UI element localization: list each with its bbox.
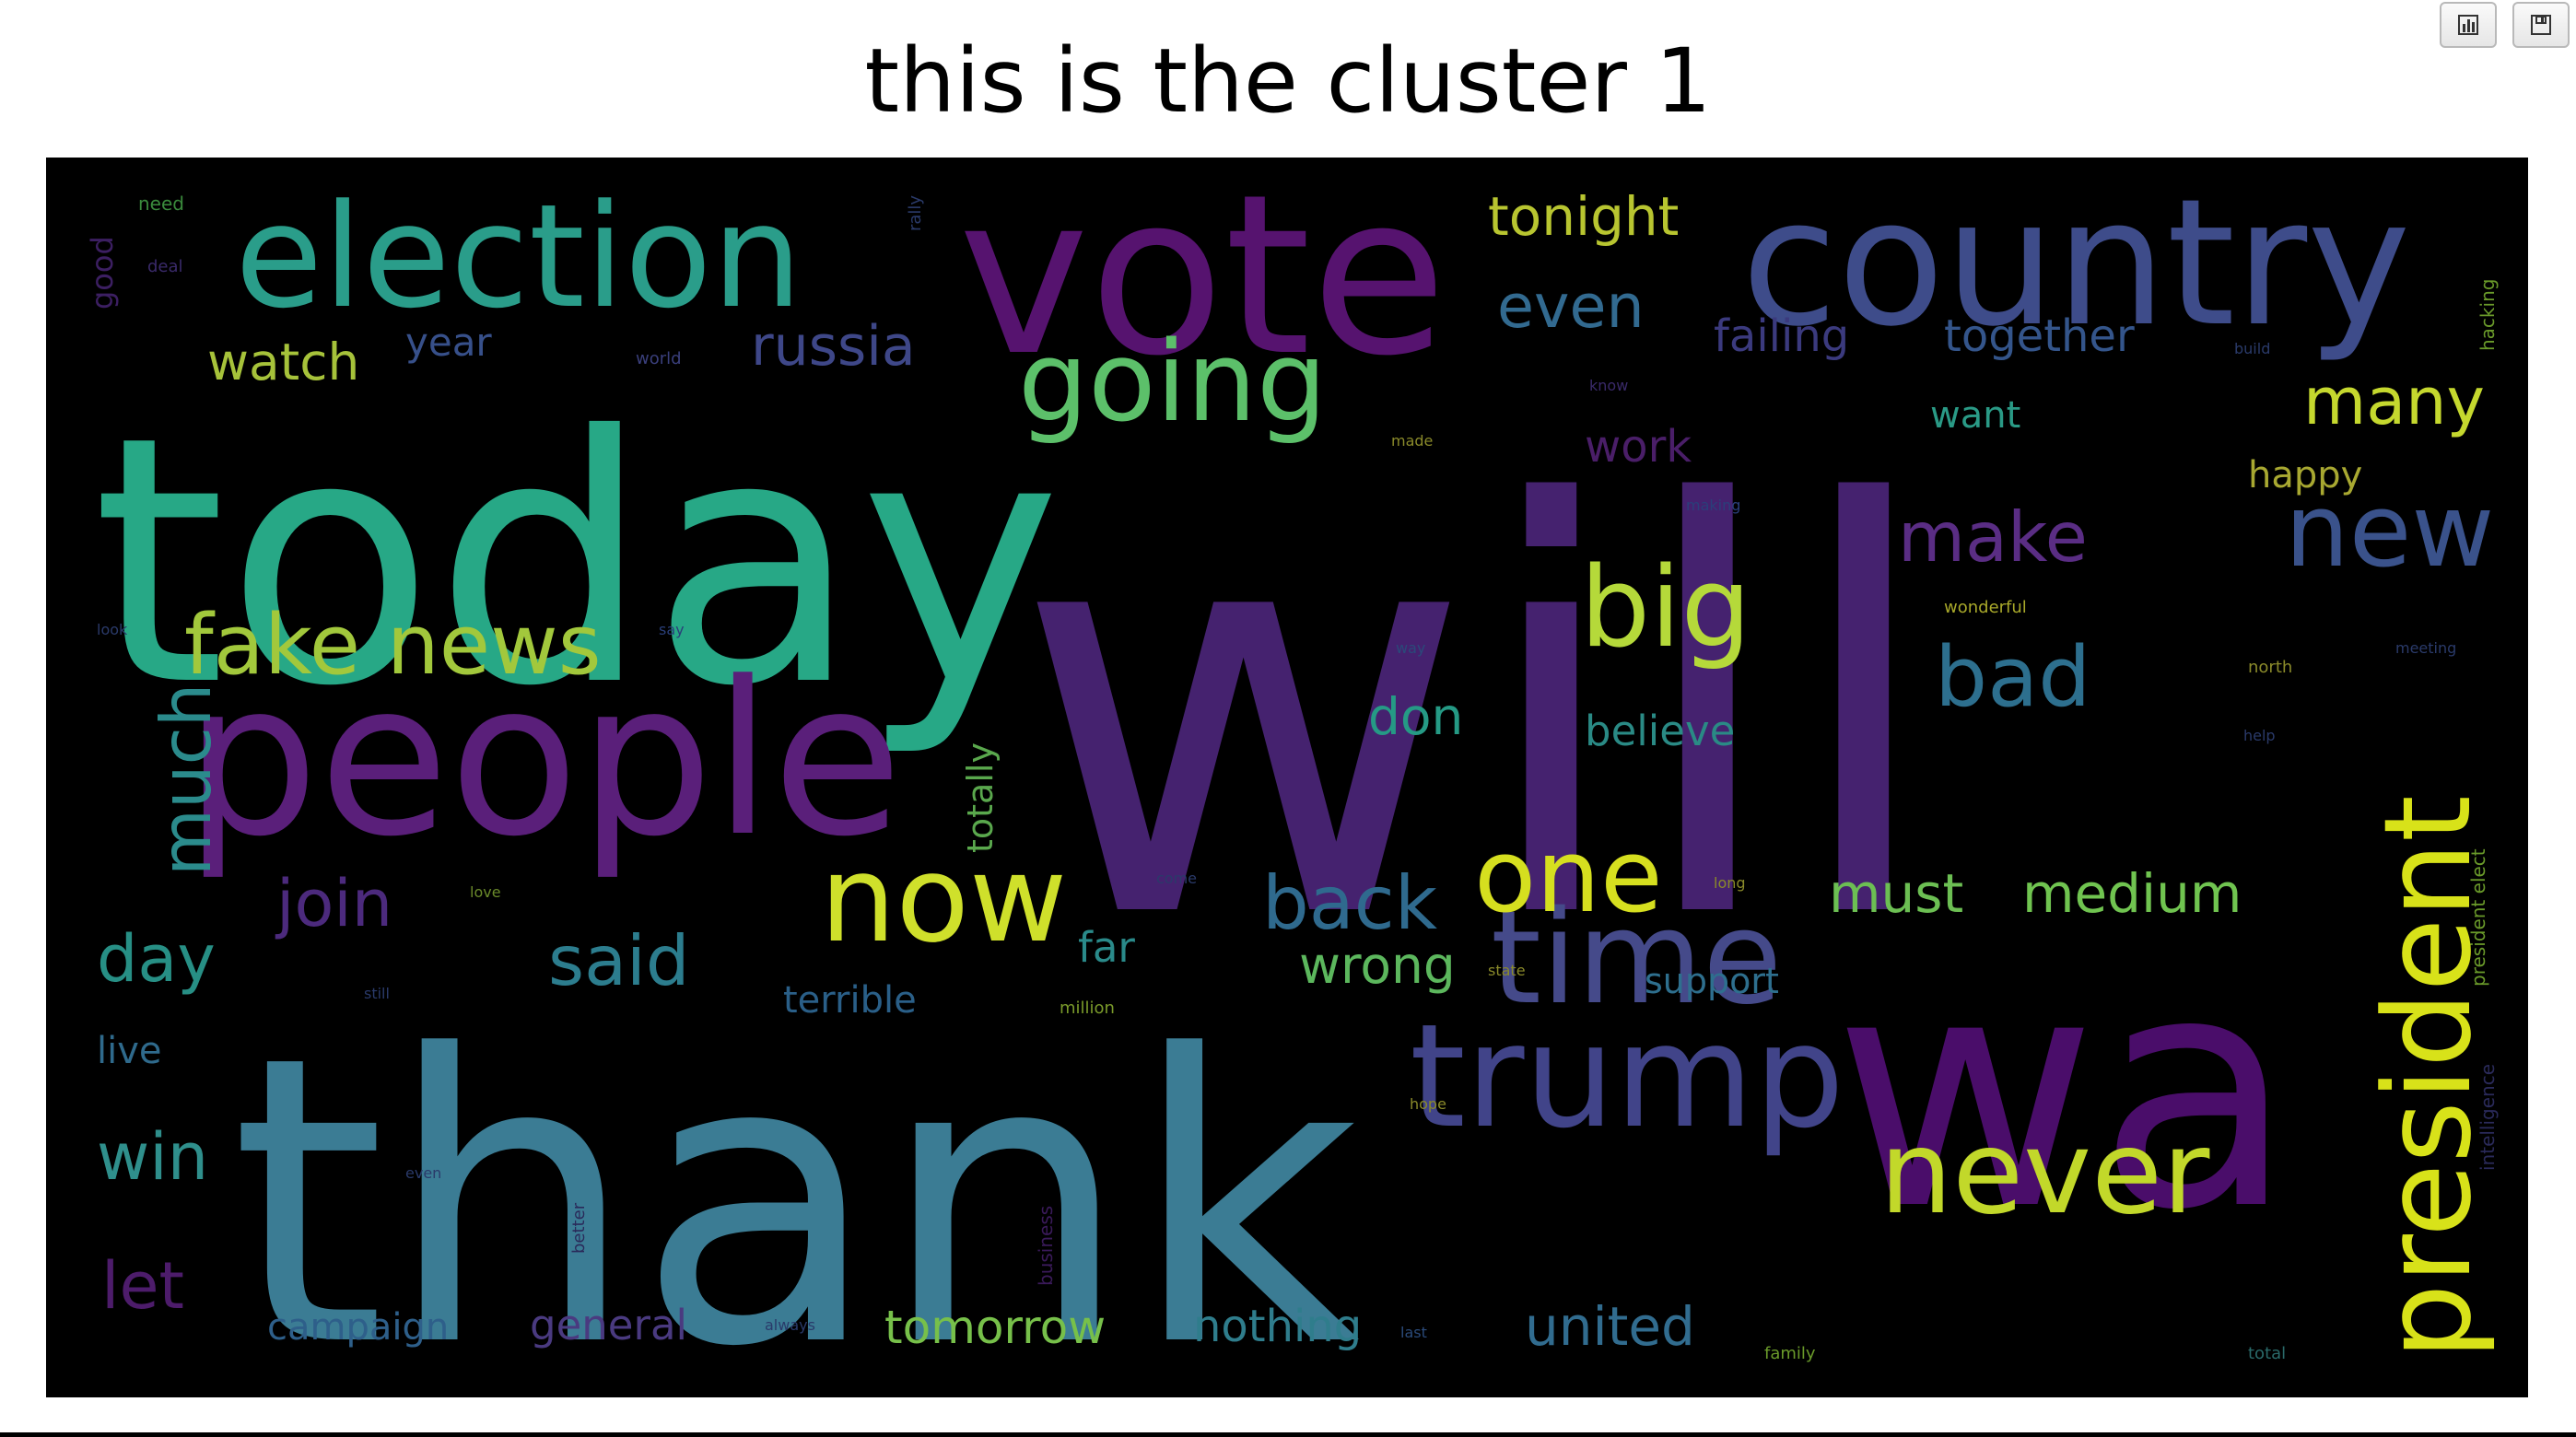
word-president-elect: president elect [2467, 848, 2489, 987]
chart-toolbar-button[interactable] [2440, 2, 2497, 48]
word-live: live [97, 1030, 162, 1072]
word-going: going [1018, 319, 1328, 447]
word-thank: thank [230, 973, 1361, 1397]
word-making: making [1686, 497, 1741, 514]
word-made: made [1391, 432, 1434, 450]
word-look: look [97, 621, 128, 638]
word-even: even [405, 1164, 442, 1182]
word-back: back [1262, 860, 1438, 946]
word-big: big [1580, 544, 1751, 672]
word-day: day [97, 921, 216, 997]
word-win: win [97, 1119, 209, 1195]
word-come: come [1156, 870, 1198, 887]
word-deal: deal [147, 257, 183, 276]
word-people: people [184, 637, 903, 883]
word-world: world [636, 349, 682, 368]
word-failing: failing [1714, 310, 1850, 362]
word-build: build [2234, 340, 2271, 357]
word-don: don [1368, 687, 1464, 746]
word-united: united [1525, 1295, 1695, 1358]
word-new: new [2285, 472, 2495, 590]
word-north: north [2248, 658, 2293, 677]
word-totally: totally [960, 742, 1001, 853]
word-terrible: terrible [783, 979, 917, 1022]
word-total: total [2248, 1344, 2287, 1363]
word-campaign: campaign [267, 1306, 450, 1349]
word-watch: watch [207, 333, 360, 391]
word-country: country [1741, 161, 2411, 365]
word-need: need [138, 193, 184, 215]
word-cloud: will thank today wa vote people country electio… [46, 158, 2528, 1397]
word-let: let [101, 1248, 184, 1324]
word-happy: happy [2248, 454, 2363, 497]
chart-title: this is the cluster 1 [864, 29, 1712, 133]
word-join: join [276, 866, 393, 941]
word-today: today [92, 365, 1062, 761]
word-meeting: meeting [2395, 639, 2457, 657]
word-general: general [530, 1301, 688, 1349]
word-tonight: tonight [1488, 185, 1680, 248]
word-million: million [1060, 999, 1115, 1018]
word-many: many [2303, 364, 2485, 439]
word-now: now [820, 829, 1068, 969]
word-believe: believe [1585, 707, 1736, 755]
word-love: love [470, 883, 501, 901]
word-family: family [1764, 1344, 1816, 1363]
word-state: state [1488, 962, 1526, 979]
word-year: year [405, 320, 492, 365]
word-make: make [1898, 497, 2088, 578]
word-vote: vote [958, 158, 1447, 404]
word-time: time [1491, 883, 1783, 1034]
word-help: help [2243, 727, 2276, 744]
word-tomorrow: tomorrow [884, 1301, 1107, 1354]
word-long: long [1714, 874, 1746, 892]
save-icon [2531, 15, 2551, 35]
word-rally: rally [906, 194, 925, 231]
bottom-divider [0, 1432, 2576, 1437]
word-must: must [1829, 862, 1964, 925]
word-way: way [1396, 639, 1426, 657]
word-business: business [1035, 1205, 1057, 1286]
word-support: support [1645, 961, 1779, 1001]
word-still: still [364, 985, 390, 1002]
word-say: say [659, 621, 685, 638]
save-toolbar-button[interactable] [2512, 2, 2570, 48]
word-medium: medium [2022, 862, 2242, 925]
word-hope: hope [1410, 1095, 1446, 1113]
word-want: want [1930, 394, 2021, 437]
word-cloud-words: will thank today wa vote people country electio… [46, 158, 2528, 1397]
word-bad: bad [1935, 629, 2091, 726]
word-last: last [1400, 1324, 1427, 1341]
word-russia: russia [751, 314, 916, 379]
word-one: one [1474, 817, 1663, 935]
word-fake-news: fake news [184, 597, 602, 694]
word-nothing: nothing [1193, 1301, 1363, 1352]
word-trump: trump [1410, 993, 1845, 1160]
word-always: always [765, 1316, 815, 1334]
word-never: never [1879, 1106, 2210, 1240]
word-good: good [85, 236, 120, 310]
word-know: know [1589, 377, 1629, 394]
word-together: together [1944, 310, 2135, 362]
word-wa: wa [1833, 905, 2295, 1280]
word-better: better [569, 1202, 589, 1254]
word-will: will [1013, 388, 1942, 1042]
word-hacking: hacking [2476, 278, 2499, 351]
word-even: even [1497, 273, 1645, 342]
word-much: much [146, 683, 227, 876]
bar-chart-icon [2458, 15, 2478, 35]
word-far: far [1078, 923, 1135, 972]
word-intelligence: intelligence [2476, 1063, 2499, 1171]
word-wrong: wrong [1299, 936, 1456, 995]
word-wonderful: wonderful [1944, 598, 2027, 617]
word-work: work [1585, 421, 1692, 473]
word-said: said [548, 920, 690, 1001]
word-election: election [235, 173, 802, 340]
